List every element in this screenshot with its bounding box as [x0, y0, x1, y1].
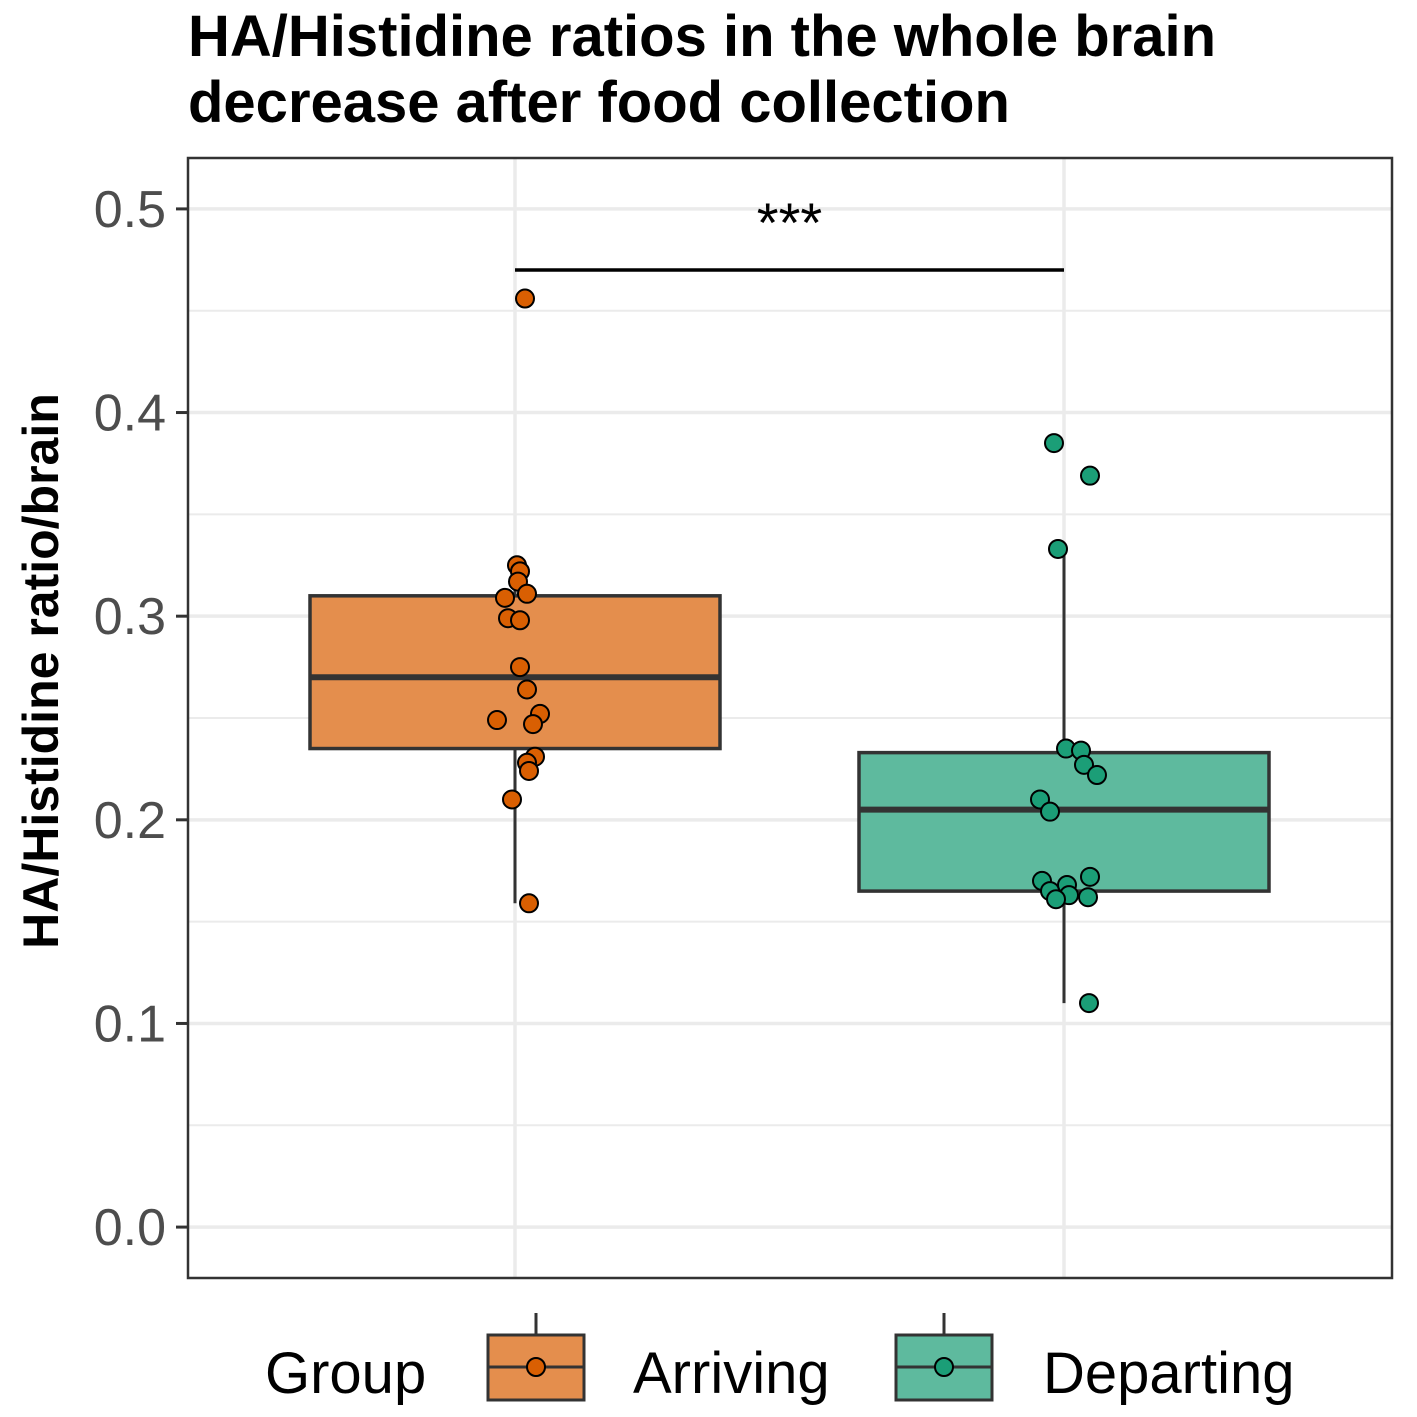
data-point — [517, 583, 537, 604]
y-axis-label: HA/Histidine ratio/brain — [13, 393, 69, 949]
data-point — [1080, 866, 1100, 887]
data-point — [519, 893, 539, 914]
data-point — [523, 714, 543, 735]
y-tick-label: 0.0 — [94, 1199, 166, 1257]
plot-panel — [186, 156, 1394, 1280]
data-point — [519, 760, 539, 781]
data-point — [1048, 538, 1068, 559]
legend-key-point — [934, 1357, 954, 1377]
data-point — [495, 587, 515, 608]
y-axis: 0.0 0.1 0.2 0.3 0.4 0.5 — [94, 181, 188, 1257]
data-point — [510, 610, 530, 631]
legend-title: Group — [265, 1341, 426, 1406]
data-point — [1074, 754, 1094, 775]
data-point — [515, 288, 535, 309]
data-point — [1080, 465, 1100, 486]
data-point — [1079, 993, 1099, 1014]
data-point — [502, 789, 522, 810]
data-point — [1078, 887, 1098, 908]
y-tick-label: 0.3 — [94, 588, 166, 646]
legend-label-departing: Departing — [1043, 1341, 1294, 1406]
data-point — [1044, 433, 1064, 454]
significance-annotation: *** — [515, 191, 1064, 272]
data-point — [517, 679, 537, 700]
panel-border — [186, 156, 1394, 1280]
data-point — [510, 657, 530, 678]
y-tick-label: 0.2 — [94, 792, 166, 850]
legend: Group Arriving Departing — [265, 1313, 1294, 1406]
y-tick-label: 0.5 — [94, 181, 166, 239]
significance-label: *** — [757, 191, 822, 254]
box-departing — [857, 750, 1271, 893]
data-point — [1040, 801, 1060, 822]
y-tick-label: 0.4 — [94, 385, 166, 443]
chart-title: HA/Histidine ratios in the whole brain d… — [188, 4, 1216, 135]
legend-label-arriving: Arriving — [633, 1341, 830, 1406]
legend-key-point — [526, 1357, 546, 1377]
data-point — [1046, 889, 1066, 910]
data-point — [1087, 765, 1107, 786]
data-point — [487, 710, 507, 731]
y-tick-label: 0.1 — [94, 995, 166, 1053]
